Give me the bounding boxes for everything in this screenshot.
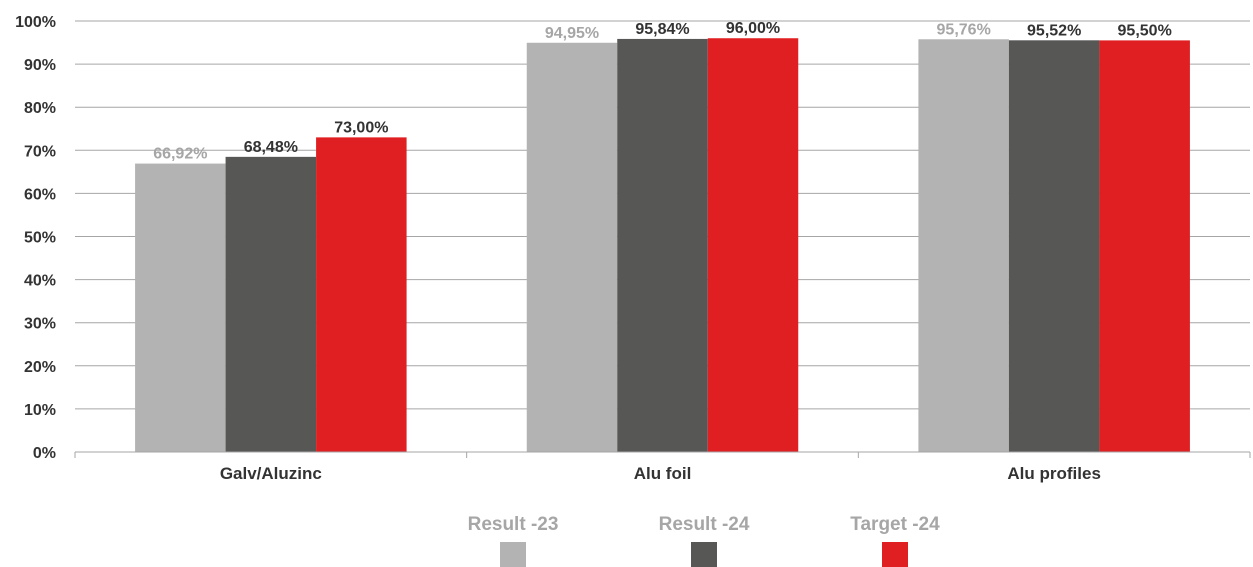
bar <box>1099 40 1190 452</box>
y-tick-label: 100% <box>15 14 56 31</box>
legend-swatch <box>882 542 908 567</box>
bar <box>708 38 799 452</box>
legend-swatch <box>500 542 526 567</box>
y-tick-label: 70% <box>24 143 56 160</box>
data-label: 95,52% <box>1027 22 1081 39</box>
y-tick-label: 60% <box>24 186 56 203</box>
data-label: 68,48% <box>244 139 298 156</box>
y-tick-label: 80% <box>24 100 56 117</box>
x-category-label: Alu foil <box>634 464 692 483</box>
bar <box>617 39 708 452</box>
data-label: 73,00% <box>334 119 388 136</box>
legend-swatch <box>691 542 717 567</box>
y-tick-label: 40% <box>24 273 56 290</box>
bar <box>135 164 226 452</box>
bar <box>226 157 316 452</box>
legend: Result -23 Result -24 Target -24 <box>468 514 941 567</box>
data-label: 95,50% <box>1118 22 1172 39</box>
x-category-label: Alu profiles <box>1007 464 1101 483</box>
y-tick-label: 20% <box>24 359 56 376</box>
data-label: 96,00% <box>726 20 780 37</box>
y-tick-label: 30% <box>24 316 56 333</box>
y-tick-label: 50% <box>24 230 56 247</box>
x-axis: Galv/Aluzinc Alu foil Alu profiles <box>75 452 1250 483</box>
bar <box>918 39 1009 452</box>
data-label: 94,95% <box>545 25 599 42</box>
data-label: 66,92% <box>153 146 207 163</box>
legend-label: Result -23 <box>468 514 559 535</box>
data-label: 95,84% <box>635 21 689 38</box>
bar <box>316 137 407 452</box>
bars <box>135 38 1190 452</box>
y-axis-ticks: 0% 10% 20% 30% 40% 50% 60% 70% 80% 90% 100% <box>15 14 56 462</box>
y-tick-label: 10% <box>24 402 56 419</box>
bar <box>527 43 618 452</box>
x-category-label: Galv/Aluzinc <box>220 464 322 483</box>
legend-label: Target -24 <box>850 514 940 535</box>
bar <box>1009 40 1100 452</box>
legend-label: Result -24 <box>659 514 750 535</box>
y-tick-label: 0% <box>33 445 56 462</box>
y-tick-label: 90% <box>24 57 56 74</box>
data-label: 95,76% <box>937 21 991 38</box>
